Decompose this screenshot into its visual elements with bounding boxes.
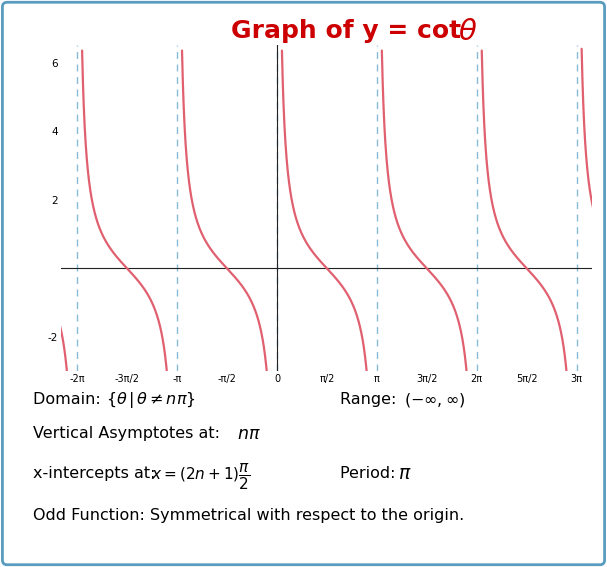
Text: x-intercepts at:: x-intercepts at: xyxy=(33,466,161,481)
Text: $\{\theta\,|\,\theta \neq n\pi\}$: $\{\theta\,|\,\theta \neq n\pi\}$ xyxy=(106,390,196,410)
Text: Odd Function: Symmetrical with respect to the origin.: Odd Function: Symmetrical with respect t… xyxy=(33,509,464,523)
Text: Period:: Period: xyxy=(340,466,401,481)
Text: Vertical Asymptotes at:: Vertical Asymptotes at: xyxy=(33,426,226,441)
Text: Range:: Range: xyxy=(340,392,401,407)
Text: $x=(2n+1)\dfrac{\pi}{2}$: $x=(2n+1)\dfrac{\pi}{2}$ xyxy=(151,463,250,492)
Text: $n\pi$: $n\pi$ xyxy=(237,425,260,443)
Text: $\theta$: $\theta$ xyxy=(458,18,478,46)
Text: Graph of y = cot: Graph of y = cot xyxy=(231,19,470,43)
Text: Domain:: Domain: xyxy=(33,392,106,407)
Text: $\pi$: $\pi$ xyxy=(398,464,411,483)
Text: $(-\infty, \infty)$: $(-\infty, \infty)$ xyxy=(404,391,465,409)
